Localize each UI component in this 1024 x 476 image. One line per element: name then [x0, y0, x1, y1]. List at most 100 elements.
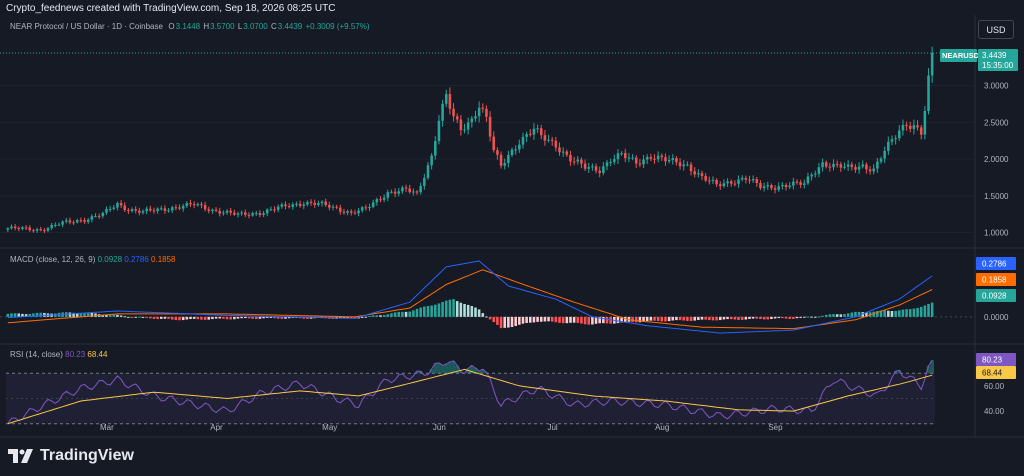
- macd-histogram-bar: [178, 316, 181, 321]
- macd-histogram-bar: [207, 316, 211, 320]
- candle-body: [368, 207, 371, 209]
- macd-histogram-bar: [664, 316, 667, 322]
- macd-histogram-bar: [843, 314, 846, 317]
- macd-histogram-bar: [623, 316, 627, 322]
- candle-body: [97, 216, 101, 218]
- candle-body: [927, 75, 930, 111]
- candle-body: [419, 185, 422, 193]
- candle-body: [912, 125, 916, 129]
- macd-histogram-bar: [258, 316, 262, 319]
- macd-histogram-bar: [660, 316, 664, 322]
- candle-body: [437, 120, 441, 142]
- macd-histogram-bar: [693, 316, 696, 321]
- candle-body: [349, 211, 353, 213]
- candle-body: [550, 139, 554, 141]
- macd-histogram-bar: [722, 316, 726, 320]
- macd-value-tag-bg: [976, 273, 1016, 286]
- macd-histogram-bar: [349, 316, 353, 319]
- candle-body: [788, 185, 791, 188]
- macd-histogram-bar: [35, 312, 39, 317]
- candle-body: [876, 161, 879, 169]
- macd-histogram-bar: [876, 310, 879, 317]
- open-value: 3.1448: [175, 22, 201, 31]
- macd-histogram-bar: [181, 316, 185, 321]
- candle-body: [631, 157, 634, 159]
- candle-body: [839, 164, 843, 168]
- candle-body: [689, 164, 693, 172]
- candle-body: [251, 213, 254, 216]
- macd-histogram-bar: [379, 315, 382, 317]
- macd-histogram-bar: [642, 316, 645, 322]
- macd-histogram-bar: [857, 311, 861, 317]
- candle-body: [39, 229, 42, 231]
- candle-body: [481, 107, 485, 109]
- candle-body: [773, 188, 777, 190]
- rsi-title[interactable]: RSI (14, close): [10, 350, 63, 359]
- macd-title[interactable]: MACD (close, 12, 26, 9): [10, 255, 96, 264]
- candle-body: [682, 164, 686, 167]
- macd-histogram-bar: [887, 310, 890, 317]
- macd-histogram-bar: [667, 316, 671, 322]
- candle-body: [627, 157, 631, 159]
- candle-body: [10, 226, 13, 229]
- macd-histogram-bar: [68, 312, 72, 317]
- macd-histogram-bar: [262, 316, 265, 319]
- macd-histogram-bar: [254, 316, 258, 320]
- macd-histogram-bar: [770, 316, 773, 320]
- macd-histogram-bar: [708, 316, 711, 321]
- candle-body: [203, 205, 207, 210]
- price-tick-label: 1.0000: [984, 229, 1009, 238]
- macd-histogram-bar: [141, 316, 145, 318]
- macd-histogram-bar: [792, 316, 795, 319]
- candle-body: [667, 159, 671, 162]
- macd-histogram-bar: [390, 313, 393, 317]
- rsi-overbought-fill: [470, 365, 474, 374]
- symbol-title[interactable]: NEAR Protocol / US Dollar · 1D · Coinbas…: [10, 22, 163, 31]
- candle-body: [306, 201, 309, 205]
- candle-body: [357, 210, 360, 214]
- rsi-tick-label: 60.00: [984, 382, 1005, 391]
- macd-histogram-bar: [214, 316, 218, 319]
- candle-body: [861, 164, 865, 167]
- macd-histogram-bar: [86, 312, 90, 317]
- candle-body: [792, 181, 795, 186]
- macd-histogram-bar: [558, 316, 561, 323]
- time-axis-label: Aug: [655, 423, 669, 432]
- candle-body: [865, 164, 868, 170]
- macd-histogram-bar: [138, 316, 141, 318]
- candle-body: [320, 201, 324, 204]
- macd-histogram-bar: [700, 316, 704, 320]
- candle-body: [32, 230, 35, 232]
- macd-histogram-bar: [883, 310, 886, 317]
- macd-histogram-bar: [916, 307, 919, 317]
- candle-body: [207, 209, 211, 211]
- candle-body: [708, 180, 711, 182]
- candle-body: [211, 209, 214, 211]
- macd-histogram-bar: [682, 316, 686, 321]
- macd-histogram-bar: [32, 313, 35, 317]
- macd-histogram-bar: [251, 316, 254, 319]
- candle-body: [711, 179, 715, 181]
- candle-body: [444, 94, 448, 104]
- candle-body: [565, 151, 569, 155]
- macd-histogram-bar: [72, 312, 75, 317]
- candle-body: [879, 158, 883, 162]
- candle-body: [6, 228, 10, 230]
- candle-body: [718, 184, 722, 187]
- candle-body: [331, 206, 335, 208]
- candle-body: [594, 166, 598, 171]
- candle-body: [518, 144, 521, 150]
- candle-body: [554, 140, 558, 148]
- macd-histogram-bar: [477, 309, 481, 317]
- currency-button[interactable]: USD: [978, 20, 1014, 39]
- macd-histogram-bar: [561, 316, 565, 324]
- candle-body: [360, 207, 364, 211]
- candle-body: [61, 221, 64, 225]
- candle-body: [806, 176, 810, 184]
- macd-histogram-bar: [145, 316, 148, 318]
- macd-histogram-bar: [488, 316, 492, 320]
- tradingview-brand[interactable]: TradingView: [8, 447, 134, 465]
- macd-histogram-bar: [733, 316, 737, 320]
- macd-histogram-bar: [718, 316, 722, 321]
